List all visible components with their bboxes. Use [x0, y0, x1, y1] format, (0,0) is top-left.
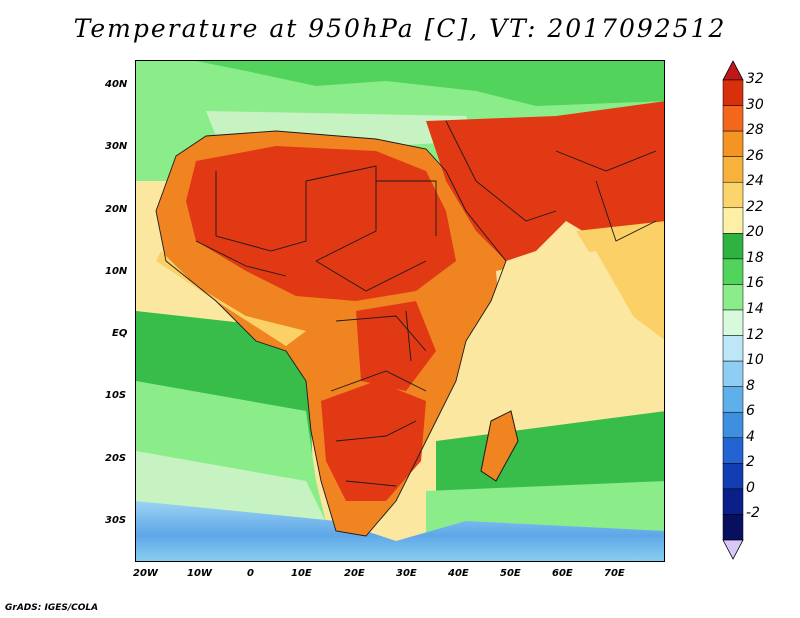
colorbar-segment — [722, 463, 744, 490]
colorbar-segment — [722, 105, 744, 132]
central-africa-hot — [356, 301, 436, 391]
colorbar — [722, 60, 744, 560]
map-title: Temperature at 950hPa [C], VT: 201709251… — [73, 14, 727, 43]
colorbar-label: 28 — [746, 122, 764, 139]
colorbar-label: 20 — [746, 224, 764, 241]
country-borders — [155, 120, 657, 537]
southern-ocean — [136, 501, 664, 561]
colorbar-label: 2 — [746, 454, 755, 471]
colorbar-label: 14 — [746, 301, 764, 317]
colorbar-segment — [722, 514, 744, 541]
sahara-hot — [186, 146, 456, 301]
colorbar-segment — [722, 156, 744, 183]
lon-tick-20w: 20W — [133, 568, 158, 579]
colorbar-segment — [722, 258, 744, 285]
lon-tick-70e: 70E — [604, 568, 625, 579]
colorbar-label: 4 — [746, 428, 755, 445]
lat-tick-20s: 20S — [105, 453, 127, 464]
lon-tick-30e: 30E — [396, 568, 417, 579]
colorbar-top-arrow — [722, 60, 744, 81]
lon-tick-10e: 10E — [291, 568, 312, 579]
colorbar-label: 8 — [746, 377, 755, 394]
lon-tick-50e: 50E — [500, 568, 521, 579]
europe-land — [196, 61, 664, 106]
colorbar-segment — [722, 386, 744, 413]
colorbar-label: 24 — [746, 173, 764, 190]
colorbar-label: 10 — [746, 352, 764, 369]
colorbar-label: 26 — [746, 147, 764, 164]
colorbar-label: 22 — [746, 198, 764, 215]
colorbar-label: 6 — [746, 403, 755, 420]
lon-tick-0: 0 — [247, 568, 254, 579]
southern-africa-hot — [321, 381, 426, 501]
lat-tick-10n: 10N — [105, 266, 128, 277]
colorbar-segment — [722, 207, 744, 234]
lon-tick-60e: 60E — [552, 568, 573, 579]
lat-tick-20n: 20N — [105, 204, 128, 215]
arabian-sea — [496, 251, 636, 391]
madagascar — [480, 410, 519, 482]
lat-tick-10s: 10S — [105, 390, 127, 401]
colorbar-label: 16 — [746, 275, 764, 292]
colorbar-label: 12 — [746, 326, 764, 343]
temperature-map — [135, 60, 665, 562]
colorbar-label: -2 — [746, 505, 760, 522]
colorbar-label: 30 — [746, 96, 764, 113]
colorbar-label: 32 — [746, 71, 764, 87]
colorbar-segment — [722, 79, 744, 106]
lat-tick-40n: 40N — [105, 79, 128, 90]
colorbar-segment — [722, 488, 744, 515]
west-africa-coast — [156, 251, 306, 346]
lon-tick-20e: 20E — [344, 568, 365, 579]
colorbar-label: 0 — [746, 479, 755, 496]
colorbar-segment — [722, 437, 744, 464]
credit-text: GrADS: IGES/COLA — [5, 603, 99, 613]
colorbar-segment — [722, 181, 744, 209]
colorbar-segment — [722, 130, 744, 157]
lon-tick-10w: 10W — [187, 568, 212, 579]
lat-tick-eq: EQ — [112, 328, 128, 339]
colorbar-segment — [722, 335, 744, 362]
map-svg — [136, 61, 664, 561]
colorbar-label: 18 — [746, 249, 764, 266]
arabia-hot — [426, 101, 664, 261]
colorbar-segment — [722, 309, 744, 336]
lat-tick-30n: 30N — [105, 141, 128, 152]
lon-tick-40e: 40E — [448, 568, 469, 579]
colorbar-segment — [722, 411, 744, 439]
colorbar-segment — [722, 284, 744, 311]
colorbar-segment — [722, 233, 744, 260]
lat-tick-30s: 30S — [105, 515, 127, 526]
colorbar-segment — [722, 360, 744, 387]
colorbar-bottom-arrow — [722, 539, 744, 560]
india-mild — [576, 221, 664, 340]
